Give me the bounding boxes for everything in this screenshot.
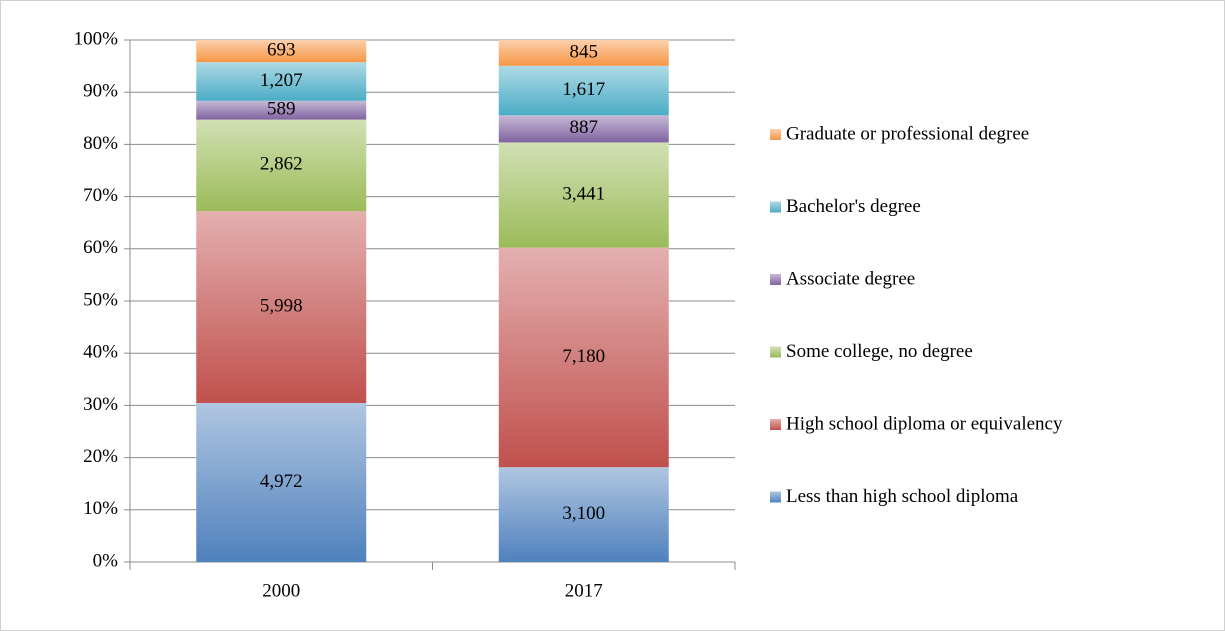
legend-label: Graduate or professional degree [786,123,1029,144]
bar-segment [196,119,367,212]
x-tick-label: 2017 [565,580,603,601]
bar-segment [196,211,367,403]
legend-label: Less than high school diploma [786,486,1019,507]
y-tick-label: 40% [83,342,118,363]
legend-swatch [770,274,781,285]
y-tick-label: 0% [93,550,119,571]
data-label: 3,100 [562,503,605,524]
legend-swatch [770,129,781,140]
legend-label: Some college, no degree [786,341,973,362]
legend-swatch [770,201,781,213]
y-tick-label: 10% [83,498,118,519]
bar-segment [498,247,669,468]
bar-segment [498,467,669,562]
y-tick-label: 100% [74,28,119,49]
y-tick-label: 80% [83,133,118,154]
data-label: 1,207 [260,70,303,91]
y-tick-label: 70% [83,185,118,206]
data-label: 845 [570,41,599,62]
bar-segment [196,62,367,101]
bar-segment [498,40,669,66]
legend-swatch [770,346,781,358]
data-label: 1,617 [562,79,605,100]
bar-segment [196,40,367,63]
data-label: 589 [267,99,296,120]
bar-segment [498,142,669,248]
legend-label: Bachelor's degree [786,196,921,217]
data-label: 693 [267,39,296,60]
legend-label: Associate degree [786,268,915,289]
data-label: 887 [570,117,599,138]
legend-label: High school diploma or equivalency [786,413,1063,434]
legend-swatch [770,419,781,430]
y-tick-label: 90% [83,81,118,102]
y-tick-label: 30% [83,394,118,415]
x-tick-label: 2000 [262,580,300,601]
data-label: 2,862 [260,154,303,175]
data-label: 5,998 [260,295,303,316]
y-tick-label: 60% [83,237,118,258]
legend-swatch [770,491,781,503]
data-label: 4,972 [260,471,303,492]
bar-segment [498,65,669,116]
y-tick-label: 50% [83,289,118,310]
data-label: 3,441 [562,183,605,204]
bar-segment [196,402,367,562]
data-label: 7,180 [562,346,605,367]
bar-segment [498,115,669,143]
y-tick-label: 20% [83,446,118,467]
bar-segment [196,100,367,120]
